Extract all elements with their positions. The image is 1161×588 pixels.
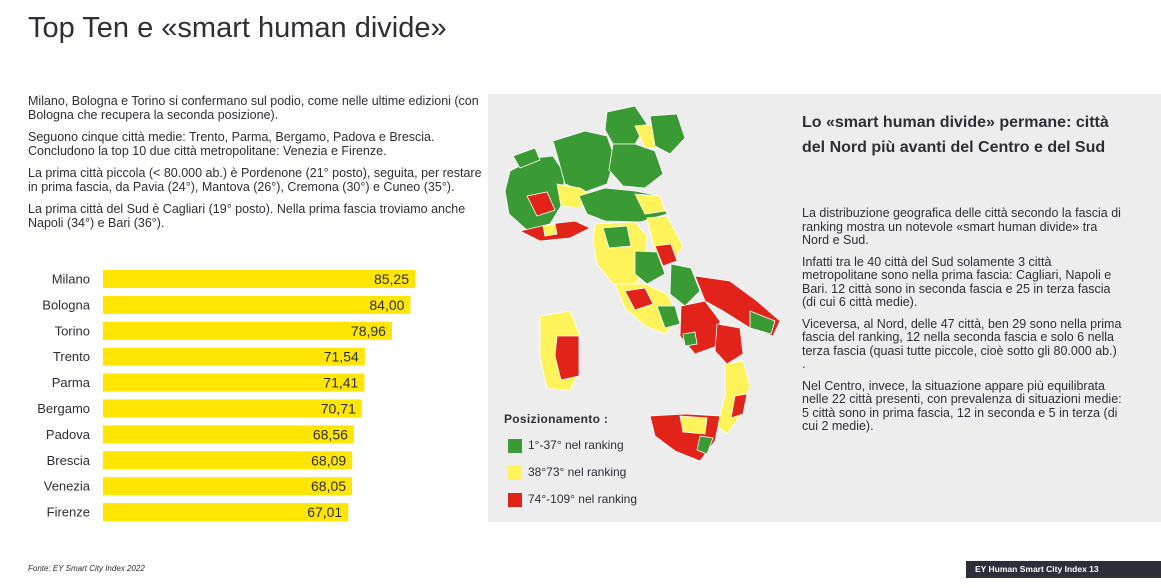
italy-map xyxy=(504,105,781,462)
map-region-valle-aosta xyxy=(512,147,541,169)
intro-text: Milano, Bologna e Torino si confermano s… xyxy=(28,94,488,238)
value-label: 71,54 xyxy=(324,349,359,365)
category-label: Bologna xyxy=(42,297,90,312)
category-label: Torino xyxy=(55,323,90,338)
sidebar-paragraph: La distribuzione geografica delle città … xyxy=(802,206,1121,247)
bar-padova xyxy=(103,425,354,444)
page-number: 13 xyxy=(1089,564,1099,574)
footer-brand: EY Human Smart City Index xyxy=(975,564,1087,574)
map-region-lombardia xyxy=(552,130,616,193)
value-label: 84,00 xyxy=(369,297,404,313)
intro-paragraph: La prima città piccola (< 80.000 ab.) è … xyxy=(28,166,482,194)
category-label: Milano xyxy=(52,272,90,287)
bar-parma xyxy=(103,373,365,392)
sidebar-paragraph: Viceversa, al Nord, delle 47 città, ben … xyxy=(802,316,1122,371)
value-label: 70,71 xyxy=(321,401,356,417)
intro-paragraph: Seguono cinque città medie: Trento, Parm… xyxy=(28,130,435,158)
sidebar-paragraph: Infatti tra le 40 città del Sud solament… xyxy=(802,254,1112,309)
bar-bologna xyxy=(103,295,411,314)
value-label: 68,09 xyxy=(311,452,346,468)
legend-title: Posizionamento : xyxy=(504,412,609,426)
bar-milano xyxy=(103,270,415,288)
map-region-sardegna-red xyxy=(554,335,580,381)
map-region-calabria-red xyxy=(730,393,748,419)
map-region-sicilia-green xyxy=(696,435,714,455)
map-region-friuli xyxy=(649,113,686,155)
category-label: Bergamo xyxy=(37,401,90,416)
ranking-bar-chart: Milano 85,25 Bologna 84,00 Torino 78,96 Trento… xyxy=(37,270,415,522)
sidebar-paragraph: Nel Centro, invece, la situazione appare… xyxy=(802,378,1122,433)
green-swatch xyxy=(508,438,522,453)
map-region-calabria xyxy=(716,360,751,435)
category-label: Brescia xyxy=(47,453,91,468)
map-region-liguria-yellow xyxy=(542,223,558,237)
bar-trento xyxy=(103,347,365,366)
map-region-toscana-green xyxy=(602,225,632,249)
legend-item: 38°73° nel ranking xyxy=(508,465,626,480)
map-region-veneto xyxy=(608,143,664,189)
bar-firenze xyxy=(103,503,349,522)
legend-label: 74°-109° nel ranking xyxy=(528,492,638,506)
footer-bar: EY Human Smart City Index 13 xyxy=(966,561,1161,578)
map-region-basilicata xyxy=(714,323,744,365)
value-label: 85,25 xyxy=(374,271,409,287)
category-label: Firenze xyxy=(47,505,90,520)
legend-item: 74°-109° nel ranking xyxy=(508,492,637,507)
map-region-piemonte xyxy=(504,155,566,231)
yellow-swatch xyxy=(508,465,522,480)
legend-label: 38°73° nel ranking xyxy=(528,465,627,479)
map-region-piemonte-red xyxy=(526,191,556,217)
category-label: Venezia xyxy=(44,479,91,494)
map-region-lazio-red xyxy=(624,287,654,311)
source-note: Fonte: EY Smart City Index 2022 xyxy=(28,564,145,573)
map-region-campania-green xyxy=(682,331,698,347)
intro-paragraph: Milano, Bologna e Torino si confermano s… xyxy=(28,94,479,122)
bar-venezia xyxy=(103,477,353,496)
category-label: Parma xyxy=(52,375,91,390)
map-region-marche-red xyxy=(654,243,678,267)
bar-brescia xyxy=(103,451,353,470)
map-region-abruzzo xyxy=(669,263,701,307)
bar-bergamo xyxy=(103,399,362,418)
intro-paragraph: La prima città del Sud è Cagliari (19° p… xyxy=(28,202,466,230)
legend-item: 1°-37° nel ranking xyxy=(508,438,624,453)
map-region-emilia-yellow xyxy=(634,193,666,215)
map-region-umbria xyxy=(634,250,666,285)
sidebar-heading: Lo «smart human divide» permane: città d… xyxy=(802,114,1109,156)
value-label: 68,05 xyxy=(311,478,346,494)
map-region-sicilia-yellow xyxy=(679,415,708,435)
red-swatch xyxy=(508,492,522,507)
value-label: 71,41 xyxy=(323,375,358,391)
category-label: Trento xyxy=(53,349,90,364)
sidebar-body: La distribuzione geografica delle città … xyxy=(802,206,1122,442)
map-legend: Posizionamento : 1°-37° nel ranking 38°7… xyxy=(504,412,637,507)
bar-torino xyxy=(103,321,392,340)
value-label: 67,01 xyxy=(307,504,342,520)
map-region-puglia-green xyxy=(749,310,776,335)
page-title: Top Ten e «smart human divide» xyxy=(28,12,447,44)
category-label: Padova xyxy=(46,427,91,442)
value-label: 78,96 xyxy=(351,323,386,339)
value-label: 68,56 xyxy=(313,426,348,442)
legend-label: 1°-37° nel ranking xyxy=(528,438,624,452)
